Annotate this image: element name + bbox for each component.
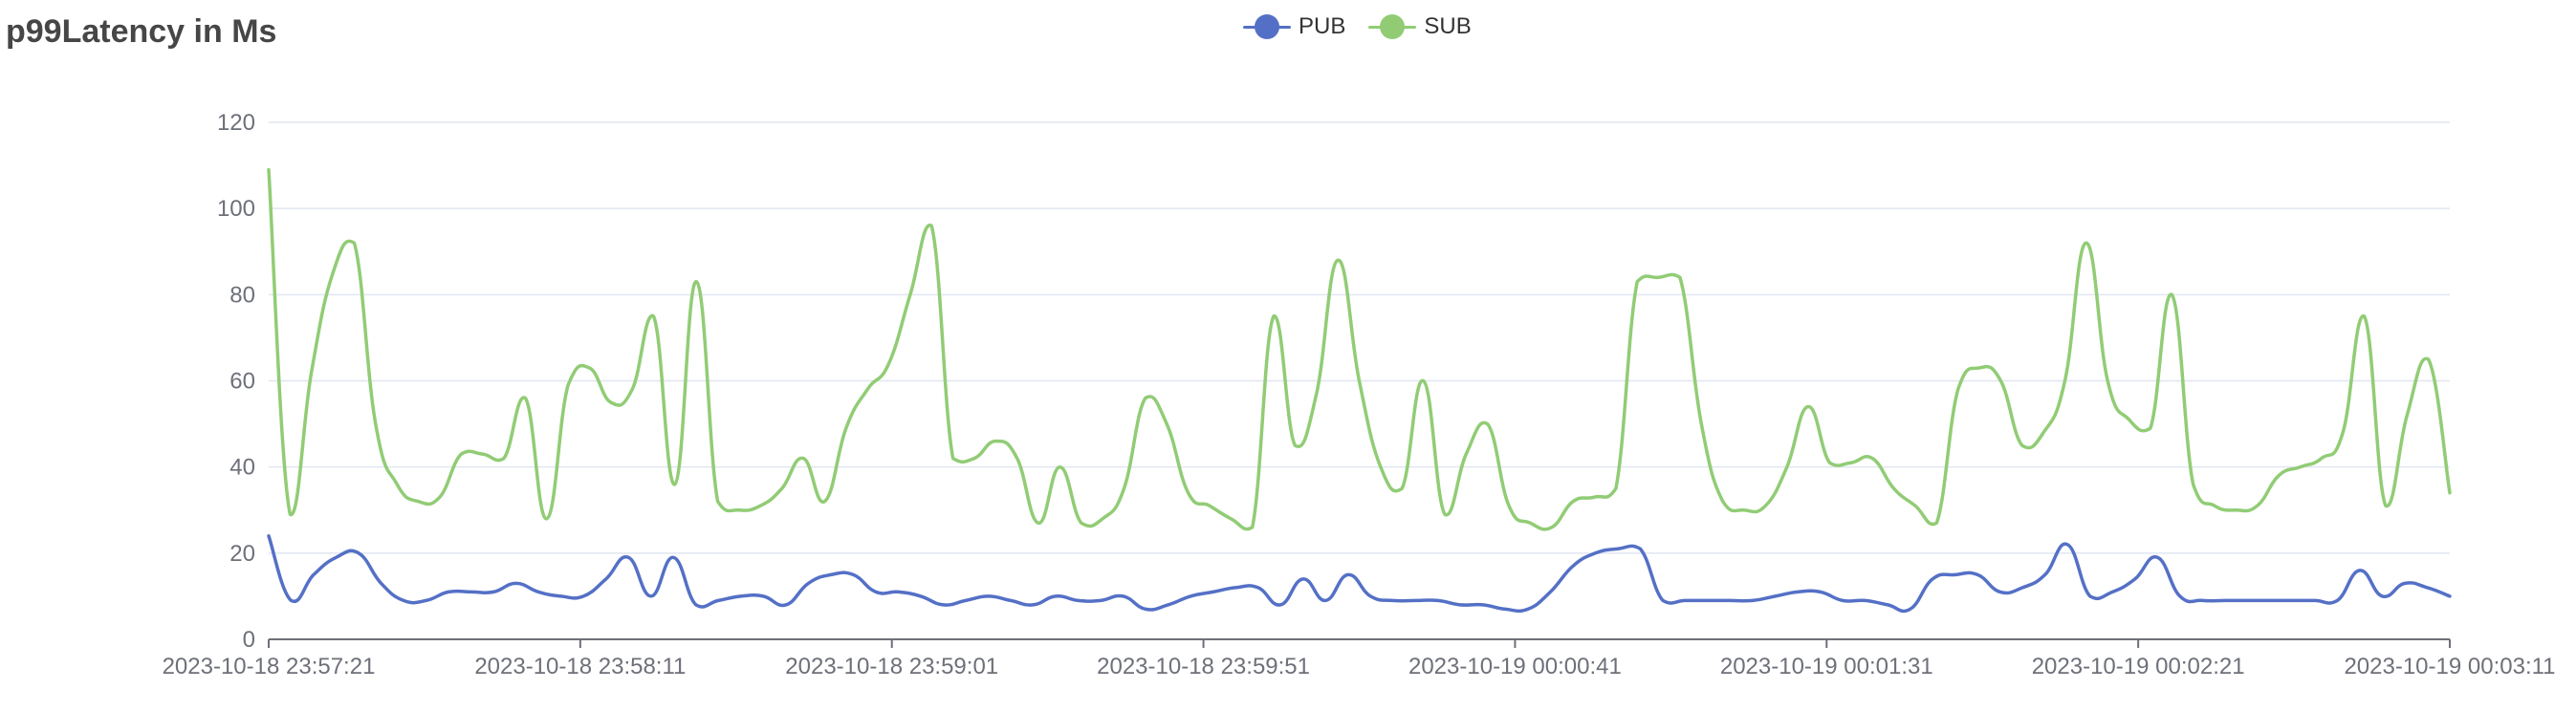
x-tick-label: 2023-10-18 23:57:21: [163, 654, 376, 679]
series-line-sub: [267, 167, 2452, 531]
x-tick-label: 2023-10-18 23:59:01: [785, 654, 998, 679]
chart-title: p99Latency in Ms: [6, 13, 277, 50]
y-tick-label: 20: [229, 541, 255, 567]
legend-swatch-sub: [1368, 13, 1417, 40]
x-tick-label: 2023-10-19 00:03:11: [2344, 654, 2555, 679]
y-tick-label: 100: [217, 196, 255, 222]
y-tick-label: 120: [217, 110, 255, 136]
series-line-pub: [267, 534, 2452, 614]
y-tick-label: 80: [229, 282, 255, 308]
x-tick-label: 2023-10-19 00:00:41: [1408, 654, 1622, 679]
x-axis: 2023-10-18 23:57:21 2023-10-18 23:58:11 20…: [163, 638, 2556, 679]
y-tick-label: 40: [229, 455, 255, 481]
legend-swatch-pub: [1243, 13, 1291, 40]
legend-item-pub[interactable]: PUB: [1243, 13, 1345, 40]
y-tick-label: 60: [229, 369, 255, 395]
legend-dot-sub: [1380, 14, 1406, 39]
legend-item-sub[interactable]: SUB: [1368, 13, 1472, 40]
x-tick-label: 2023-10-19 00:01:31: [1720, 654, 1933, 679]
y-tick-label: 0: [243, 627, 255, 653]
legend-label-pub: PUB: [1299, 13, 1346, 39]
legend-label-sub: SUB: [1424, 13, 1472, 39]
grid-lines: [269, 121, 2450, 554]
legend-dot-pub: [1255, 14, 1279, 39]
y-axis-ticks: 0 20 40 60 80 100 120: [217, 110, 255, 653]
series-lines: [267, 167, 2452, 614]
legend: PUB SUB: [1243, 13, 1472, 40]
x-tick-label: 2023-10-19 00:02:21: [2032, 654, 2245, 679]
x-tick-label: 2023-10-18 23:59:51: [1097, 654, 1310, 679]
x-tick-label: 2023-10-18 23:58:11: [474, 654, 686, 679]
